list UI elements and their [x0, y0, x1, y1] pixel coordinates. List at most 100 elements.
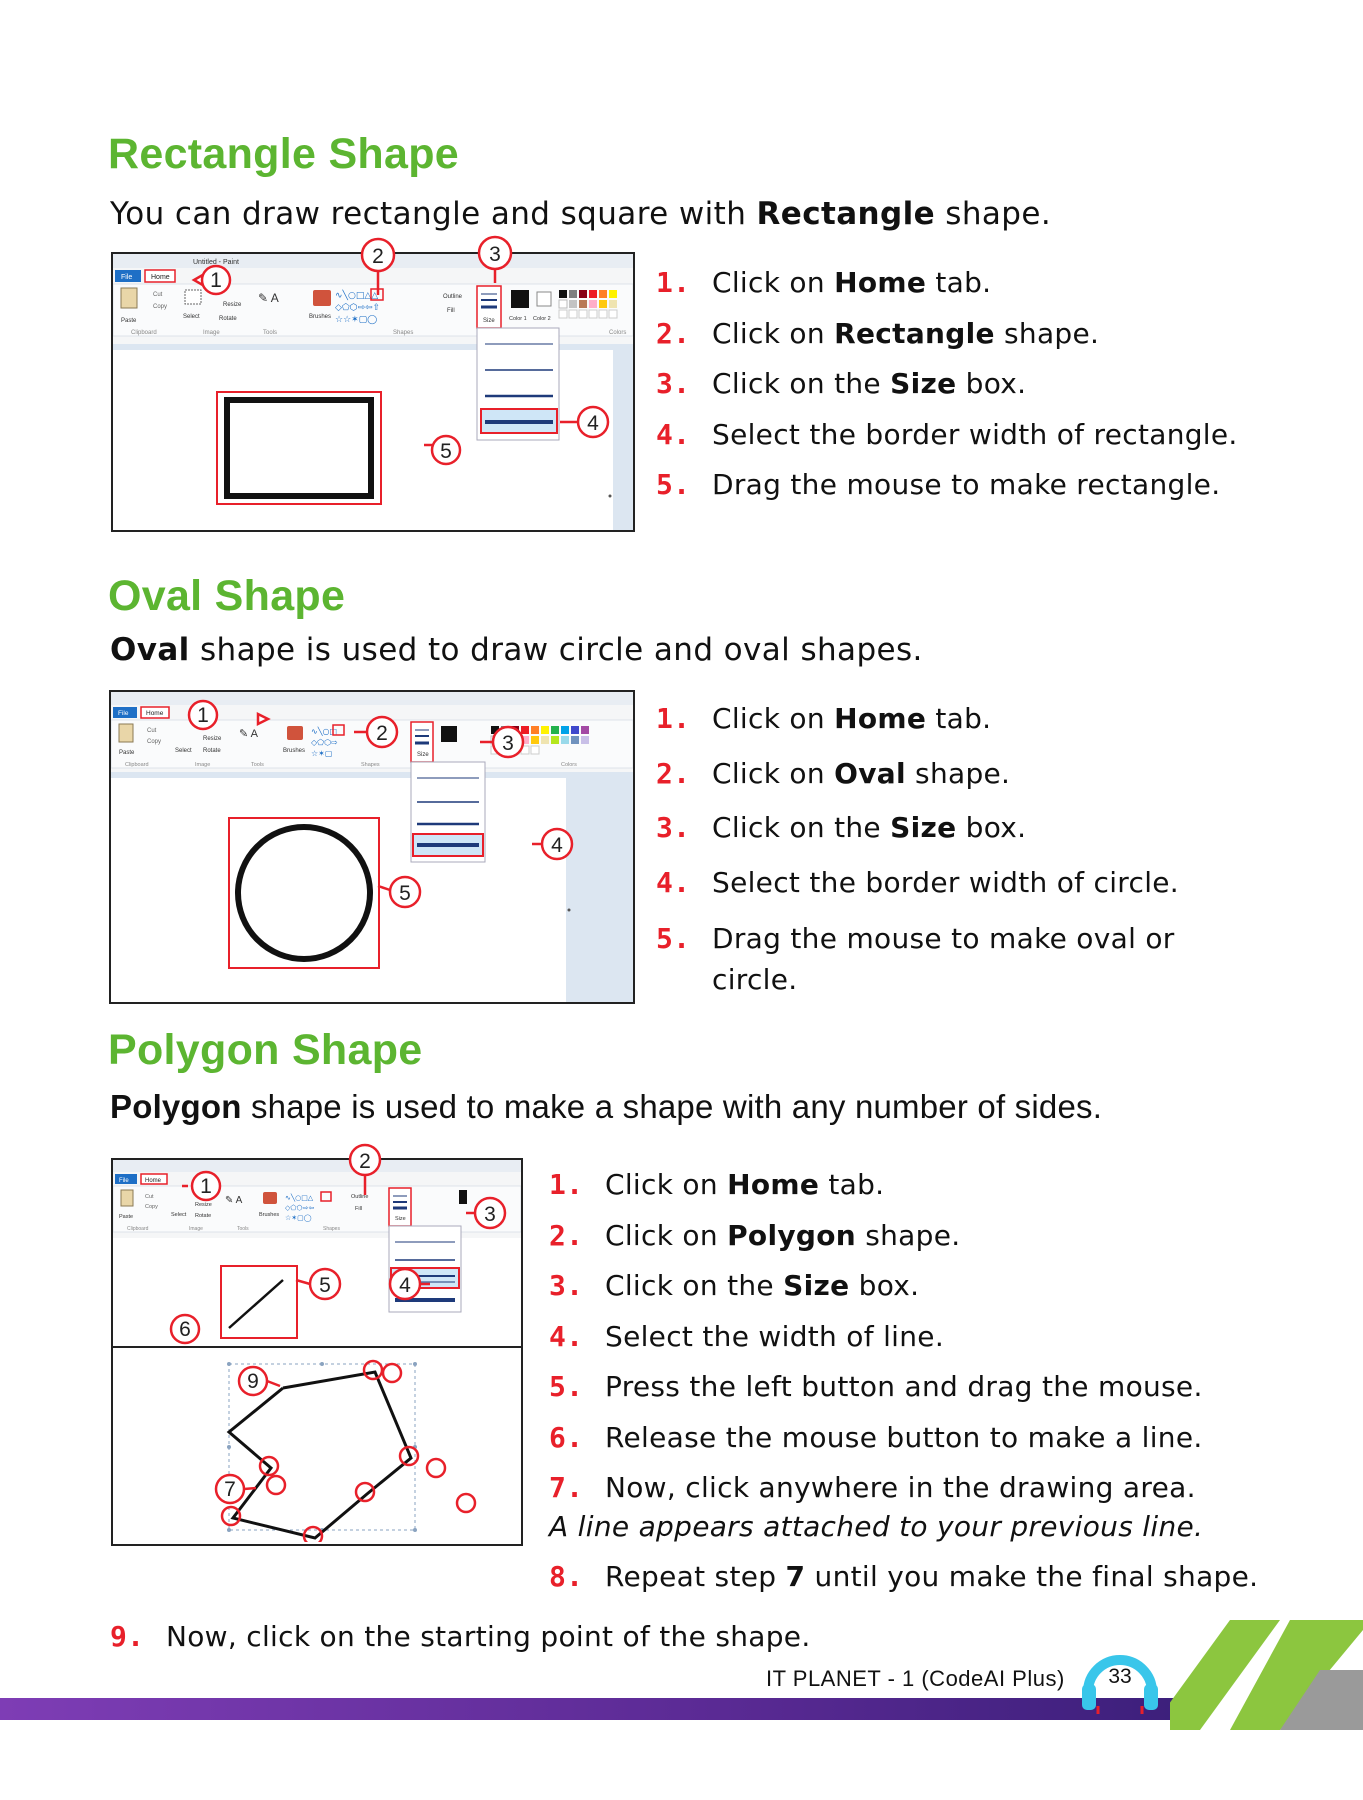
callouts-oval-markers: 1 2 3 4 5	[187, 699, 574, 909]
callout-6: 6	[179, 1318, 191, 1341]
steps-rectangle: 1. Click on Home tab. 2. Click on Rectangl…	[656, 258, 1238, 511]
callout-5: 5	[319, 1274, 331, 1297]
callout-5: 5	[440, 440, 452, 463]
svg-text:∿╲○□△△: ∿╲○□△△	[335, 289, 378, 301]
step-item: 1. Click on Home tab.	[656, 266, 992, 299]
svg-text:Size: Size	[395, 1216, 406, 1222]
svg-text:Clipboard: Clipboard	[131, 330, 157, 336]
steps-polygon: 1. Click on Home tab. 2. Click on Polygon …	[549, 1160, 1203, 1514]
callouts-polygon: 1 2 3 4 5 6 7 9	[169, 1143, 507, 1514]
svg-text:✎ A: ✎ A	[258, 291, 279, 305]
svg-text:Brushes: Brushes	[283, 748, 305, 754]
svg-text:Home: Home	[145, 1178, 162, 1184]
callout-3: 3	[502, 732, 514, 755]
svg-text:Copy: Copy	[153, 304, 167, 310]
footer-stripes	[1170, 1620, 1363, 1730]
step-item: 4. Select the border width of rectangle.	[656, 417, 1238, 451]
svg-text:Select: Select	[171, 1212, 187, 1218]
svg-text:Cut: Cut	[145, 1194, 154, 1200]
footer-bar	[0, 1698, 1200, 1720]
step-item: 7. Now, click anywhere in the drawing are…	[549, 1471, 1196, 1504]
step-9: 9. Now, click on the starting point of th…	[110, 1620, 811, 1653]
svg-text:Colors: Colors	[561, 762, 577, 768]
page-number: 33	[1108, 1665, 1132, 1688]
svg-text:☆☆✶▢◯: ☆☆✶▢◯	[335, 315, 377, 325]
svg-text:Brushes: Brushes	[309, 314, 331, 320]
section-title-rectangle: Rectangle Shape	[108, 130, 459, 178]
svg-text:Color 2: Color 2	[533, 316, 551, 322]
callouts-oval	[256, 711, 271, 727]
svg-text:Outline: Outline	[351, 1194, 368, 1200]
svg-text:Color 1: Color 1	[509, 316, 527, 322]
svg-text:∿╲○□△: ∿╲○□△	[285, 1193, 314, 1202]
callout-1: 1	[200, 1175, 212, 1198]
step-item: 2. Click on Rectangle shape.	[656, 316, 1100, 350]
callouts-rectangle: 1 2 3 4 5	[191, 235, 610, 466]
svg-text:☆✶▢: ☆✶▢	[311, 749, 332, 758]
step-item: 2. Click on Oval shape.	[656, 756, 1011, 790]
svg-text:Clipboard: Clipboard	[127, 1226, 149, 1232]
window-title: Untitled - Paint	[193, 259, 239, 266]
step-8: 8. Repeat step 7 until you make the final…	[549, 1560, 1259, 1593]
svg-text:Home: Home	[146, 710, 164, 717]
svg-text:Resize: Resize	[223, 302, 242, 308]
svg-text:File: File	[118, 710, 129, 717]
polygon-vertex-markers	[220, 1359, 420, 1542]
callout-9: 9	[247, 1370, 259, 1393]
svg-text:Image: Image	[203, 330, 220, 336]
svg-text:◇⬠⬡⇨: ◇⬠⬡⇨	[311, 738, 338, 747]
section-intro-rectangle: You can draw rectangle and square with R…	[110, 196, 1052, 232]
svg-text:✎ A: ✎ A	[225, 1195, 243, 1206]
figure-polygon-drawing	[111, 1346, 523, 1546]
svg-text:☆✶▢◯: ☆✶▢◯	[285, 1214, 312, 1222]
svg-text:Shapes: Shapes	[361, 762, 380, 768]
callout-4: 4	[399, 1274, 411, 1297]
svg-text:Paste: Paste	[119, 750, 135, 756]
svg-text:Paste: Paste	[119, 1214, 133, 1220]
section-intro-polygon: Polygon shape is used to make a shape wi…	[110, 1088, 1103, 1125]
step-item: 2. Click on Polygon shape.	[549, 1218, 961, 1252]
svg-text:✎ A: ✎ A	[239, 728, 259, 740]
svg-text:Copy: Copy	[145, 1204, 158, 1210]
svg-text:Rotate: Rotate	[203, 748, 221, 754]
callout-4: 4	[551, 834, 563, 857]
step-item: 3. Click on the Size box.	[656, 367, 1027, 400]
step-item: 5. Press the left button and drag the mou…	[549, 1370, 1203, 1403]
svg-text:Paste: Paste	[121, 318, 137, 324]
callout-7: 7	[224, 1478, 236, 1501]
svg-text:Select: Select	[183, 314, 200, 320]
polygon-note: A line appears attached to your previous…	[549, 1510, 1204, 1543]
svg-text:Shapes: Shapes	[393, 330, 413, 336]
svg-text:Clipboard: Clipboard	[125, 762, 149, 768]
svg-text:Cut: Cut	[147, 728, 157, 734]
section-title-oval: Oval Shape	[108, 572, 346, 620]
file-tab-label: File	[121, 274, 132, 281]
svg-text:Rotate: Rotate	[195, 1213, 211, 1219]
svg-text:Rotate: Rotate	[219, 316, 237, 322]
callout-2: 2	[376, 722, 388, 745]
callout-4: 4	[587, 412, 599, 435]
svg-text:Image: Image	[195, 762, 210, 768]
svg-text:∿╲○□: ∿╲○□	[311, 726, 337, 736]
callout-1: 1	[210, 269, 222, 292]
svg-text:Size: Size	[483, 318, 495, 324]
svg-text:Image: Image	[189, 1226, 203, 1232]
svg-text:Fill: Fill	[447, 308, 455, 314]
step-item: 3. Click on the Size box.	[656, 811, 1027, 844]
section-intro-oval: Oval shape is used to draw circle and ov…	[110, 632, 923, 668]
svg-text:Outline: Outline	[443, 294, 463, 300]
svg-text:Tools: Tools	[237, 1226, 249, 1232]
svg-text:Tools: Tools	[263, 330, 277, 336]
callout-3: 3	[484, 1203, 496, 1226]
callout-5: 5	[399, 882, 411, 905]
svg-text:Fill: Fill	[355, 1206, 362, 1212]
callout-2: 2	[359, 1150, 371, 1173]
svg-text:Brushes: Brushes	[259, 1212, 279, 1218]
svg-text:◇⬠⬡⇨⇦: ◇⬠⬡⇨⇦	[285, 1204, 314, 1212]
svg-text:Shapes: Shapes	[323, 1226, 340, 1232]
svg-text:File: File	[119, 1178, 129, 1184]
step-item: 3. Click on the Size box.	[549, 1269, 920, 1302]
callout-3: 3	[489, 243, 501, 266]
step-item: 5. Drag the mouse to make oval or circle.	[656, 922, 1175, 996]
section-title-polygon: Polygon Shape	[108, 1026, 423, 1074]
